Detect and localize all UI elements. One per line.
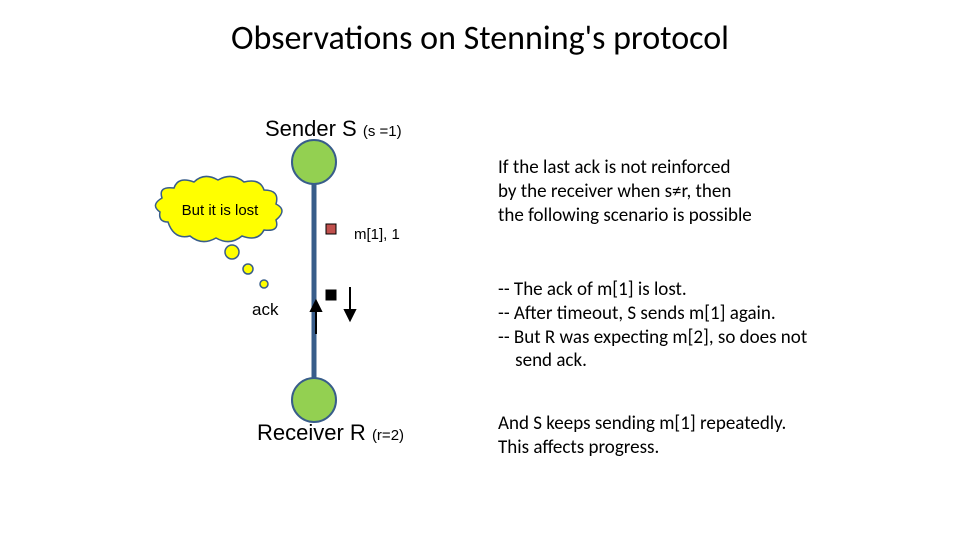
p1-line: the following scenario is possible	[498, 204, 918, 228]
thought-cloud	[155, 176, 282, 288]
p1-line: If the last ack is not reinforced	[498, 156, 918, 180]
explain-p3: And S keeps sending m[1] repeatedly. Thi…	[498, 412, 918, 460]
receiver-node	[292, 378, 336, 422]
msg-label: m[1], 1	[354, 226, 400, 243]
arrow-down-icon	[345, 287, 355, 320]
p3-line: This affects progress.	[498, 436, 918, 460]
p2-line: -- But R was expecting m[2], so does not	[498, 326, 918, 350]
p2-line: -- After timeout, S sends m[1] again.	[498, 302, 918, 326]
explain-p1: If the last ack is not reinforced by the…	[498, 156, 918, 227]
cloud-text: But it is lost	[170, 202, 270, 219]
p2-line: send ack.	[498, 349, 918, 373]
send-marker	[326, 224, 336, 234]
recv-marker	[326, 290, 336, 300]
explain-p2: -- The ack of m[1] is lost. -- After tim…	[498, 278, 918, 373]
p3-line: And S keeps sending m[1] repeatedly.	[498, 412, 918, 436]
sender-node	[292, 140, 336, 184]
p2-line: -- The ack of m[1] is lost.	[498, 278, 918, 302]
p1-line: by the receiver when s≠r, then	[498, 180, 918, 204]
ack-label: ack	[252, 300, 278, 320]
